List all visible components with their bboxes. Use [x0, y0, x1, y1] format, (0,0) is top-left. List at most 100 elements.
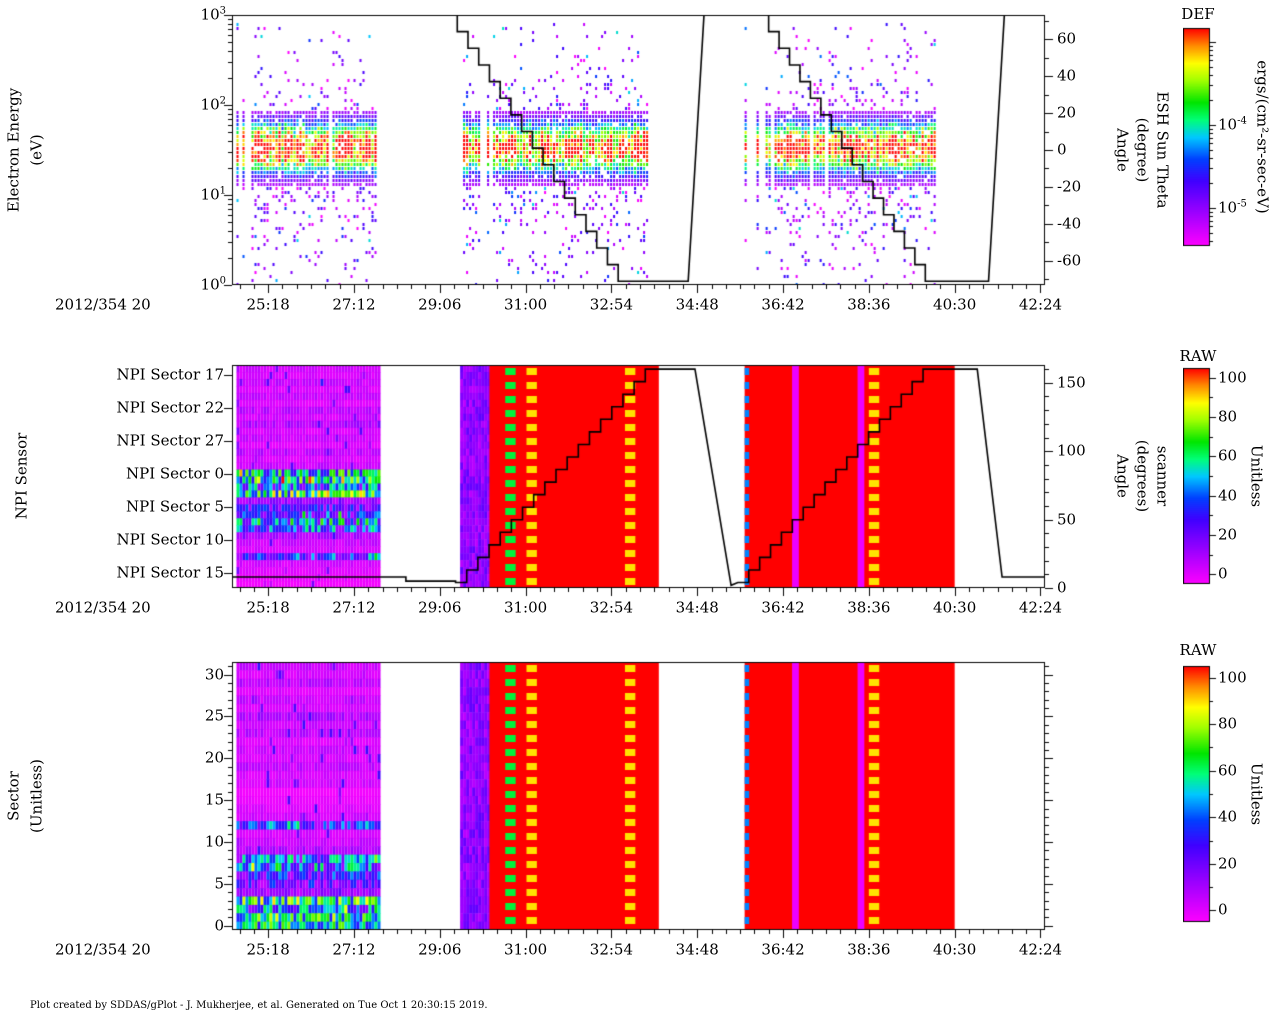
npi-sector-tick-label: NPI Sector 22 [116, 398, 224, 417]
x-tick-label: 42:24 [1018, 940, 1063, 959]
middle-right-axis-title-scanner: scanner [1153, 445, 1172, 507]
sector-panel-canvas [218, 648, 1059, 944]
middle-left-axis-title: NPI Sensor [12, 432, 31, 520]
x-tick-label: 32:54 [589, 598, 634, 617]
top-right-axis-title-degree: (degree) [1133, 117, 1152, 183]
x-tick-label: 40:30 [933, 295, 977, 314]
npi-sector-tick-label: NPI Sector 5 [125, 497, 224, 516]
def-colorbar-tick-label: 10-4 [1218, 115, 1247, 134]
def-colorbar-unit-label: ergs/(cm²-sr-sec-eV) [1253, 60, 1272, 214]
sector-tick-label: 0 [214, 916, 224, 935]
sector-tick-label: 25 [204, 706, 224, 725]
x-axis-start-label-top: 2012/354 20 [55, 295, 151, 314]
sector-tick-label: 5 [214, 874, 224, 893]
x-tick-label: 29:06 [418, 295, 462, 314]
raw-colorbar-tick-label: 40 [1218, 807, 1238, 826]
x-tick-label: 42:24 [1018, 598, 1063, 617]
energy-tick-label: 102 [200, 95, 226, 114]
x-tick-label: 36:42 [761, 295, 805, 314]
top-left-axis-title-line1: Electron Energy [4, 87, 23, 213]
raw-colorbar-tick-label: 20 [1218, 854, 1238, 873]
raw-colorbar-tick-label: 80 [1218, 407, 1238, 426]
top-right-axis-title-angle: Angle [1113, 128, 1132, 172]
scanner-angle-tick-label: 0 [1057, 578, 1067, 597]
raw-colorbar-tick-label: 60 [1218, 446, 1238, 465]
x-tick-label: 29:06 [418, 940, 462, 959]
npi-sector-tick-label: NPI Sector 17 [116, 365, 224, 384]
def-colorbar-title: DEF [1181, 5, 1215, 23]
x-tick-label: 31:00 [503, 940, 548, 959]
middle-right-axis-title-degrees: (degrees) [1133, 439, 1152, 513]
energy-tick-label: 101 [200, 185, 226, 204]
theta-tick-label: -60 [1057, 251, 1082, 270]
x-tick-label: 42:24 [1018, 295, 1063, 314]
x-axis-start-label-middle: 2012/354 20 [55, 598, 151, 617]
scanner-angle-tick-label: 150 [1057, 373, 1086, 392]
x-tick-label: 36:42 [761, 598, 805, 617]
npi-sector-tick-label: NPI Sector 15 [116, 563, 224, 582]
x-tick-label: 34:48 [675, 295, 719, 314]
raw-colorbar-tick-label: 0 [1218, 900, 1228, 919]
raw-colorbar-tick-label: 100 [1218, 668, 1247, 687]
x-tick-label: 34:48 [675, 598, 719, 617]
x-tick-label: 40:30 [933, 598, 977, 617]
x-tick-label: 32:54 [589, 295, 634, 314]
theta-tick-label: 0 [1057, 140, 1067, 159]
def-colorbar-canvas [1183, 22, 1229, 252]
raw-colorbar-tick-label: 100 [1218, 368, 1247, 387]
bottom-left-axis-title-line2: (Unitless) [27, 759, 46, 833]
x-tick-label: 38:36 [847, 295, 891, 314]
x-tick-label: 38:36 [847, 940, 891, 959]
scanner-angle-tick-label: 100 [1057, 441, 1086, 460]
x-tick-label: 29:06 [418, 598, 462, 617]
electron-energy-panel-canvas [218, 1, 1059, 299]
x-tick-label: 32:54 [589, 940, 634, 959]
x-tick-label: 27:12 [332, 940, 376, 959]
raw-colorbar-title-bottom: RAW [1179, 641, 1217, 659]
raw-colorbar-tick-label: 40 [1218, 486, 1238, 505]
top-right-axis-title-esh-sun-theta: ESH Sun Theta [1153, 91, 1172, 209]
npi-sector-tick-label: NPI Sector 10 [116, 530, 224, 549]
theta-tick-label: 40 [1057, 66, 1077, 85]
x-tick-label: 25:18 [246, 940, 290, 959]
raw-colorbar-title-middle: RAW [1179, 347, 1217, 365]
x-tick-label: 38:36 [847, 598, 891, 617]
energy-tick-label: 100 [200, 275, 226, 294]
energy-tick-label: 103 [200, 5, 226, 24]
def-colorbar-tick-label: 10-5 [1218, 198, 1247, 217]
sector-tick-label: 30 [204, 665, 224, 684]
x-tick-label: 25:18 [246, 598, 290, 617]
x-tick-label: 27:12 [332, 598, 376, 617]
npi-sector-tick-label: NPI Sector 27 [116, 431, 224, 450]
theta-tick-label: -40 [1057, 214, 1082, 233]
raw-colorbar-tick-label: 20 [1218, 525, 1238, 544]
x-tick-label: 25:18 [246, 295, 290, 314]
raw-colorbar-tick-label: 60 [1218, 761, 1238, 780]
raw-colorbar-middle-canvas [1183, 362, 1229, 590]
theta-tick-label: 60 [1057, 29, 1077, 48]
sector-tick-label: 15 [204, 790, 224, 809]
npi-sector-tick-label: NPI Sector 0 [125, 464, 224, 483]
theta-tick-label: 20 [1057, 103, 1077, 122]
raw-colorbar-unit-label-middle: Unitless [1247, 444, 1266, 508]
sector-tick-label: 10 [204, 832, 224, 851]
sector-tick-label: 20 [204, 748, 224, 767]
x-tick-label: 34:48 [675, 940, 719, 959]
npi-sensor-panel-canvas [218, 351, 1059, 602]
raw-colorbar-tick-label: 0 [1218, 564, 1228, 583]
middle-right-axis-title-angle: Angle [1113, 454, 1132, 498]
x-tick-label: 27:12 [332, 295, 376, 314]
x-axis-start-label-bottom: 2012/354 20 [55, 940, 151, 959]
x-tick-label: 31:00 [503, 295, 548, 314]
x-tick-label: 31:00 [503, 598, 548, 617]
theta-tick-label: -20 [1057, 177, 1082, 196]
scanner-angle-tick-label: 50 [1057, 510, 1077, 529]
footer-credit: Plot created by SDDAS/gPlot - J. Mukherj… [30, 1000, 488, 1011]
x-tick-label: 36:42 [761, 940, 805, 959]
raw-colorbar-bottom-canvas [1183, 660, 1229, 928]
raw-colorbar-unit-label-bottom: Unitless [1247, 762, 1266, 826]
x-tick-label: 40:30 [933, 940, 977, 959]
raw-colorbar-tick-label: 80 [1218, 714, 1238, 733]
bottom-left-axis-title-line1: Sector [4, 771, 23, 821]
